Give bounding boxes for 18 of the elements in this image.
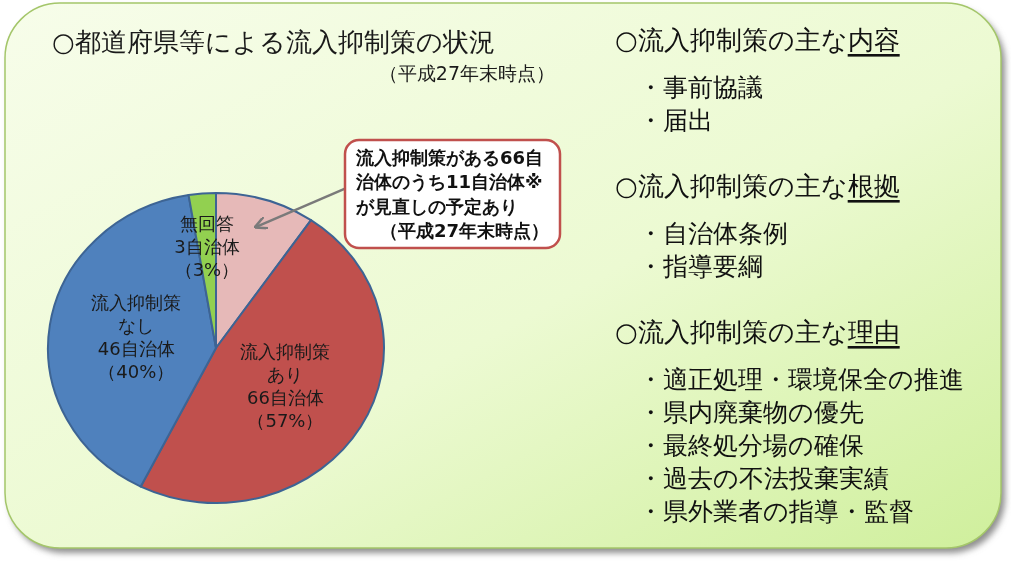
text: ○流入抑制策の主な根拠 — [615, 171, 900, 201]
text: ○流入抑制策の主な内容 — [615, 25, 900, 55]
text: （平成27年末時点） — [379, 220, 549, 242]
text: ・過去の不法投棄実績 — [638, 463, 889, 493]
text: （平成27年末時点） — [378, 62, 555, 84]
text: ・自治体条例 — [638, 218, 788, 248]
chart-title: ○都道府県等による流入抑制策の状況 — [52, 27, 495, 57]
slice-label: 流入抑制策なし46自治体（40%） — [91, 291, 182, 382]
text: 流入抑制策がある66自治体のうち11自治体※が見直しの予定あり — [356, 146, 544, 217]
text: ・適正処理・環境保全の推進 — [638, 364, 964, 394]
text: ・事前協議 — [638, 72, 763, 102]
text: ・最終処分場の確保 — [638, 430, 864, 460]
text: ・県外業者の指導・監督 — [638, 496, 914, 526]
text: ○流入抑制策の主な理由 — [615, 317, 900, 347]
slice-label: 流入抑制策あり66自治体（57%） — [240, 340, 331, 431]
text: ・県内廃棄物の優先 — [638, 397, 864, 427]
text: ・指導要綱 — [638, 251, 763, 281]
text: ・届出 — [638, 105, 713, 135]
